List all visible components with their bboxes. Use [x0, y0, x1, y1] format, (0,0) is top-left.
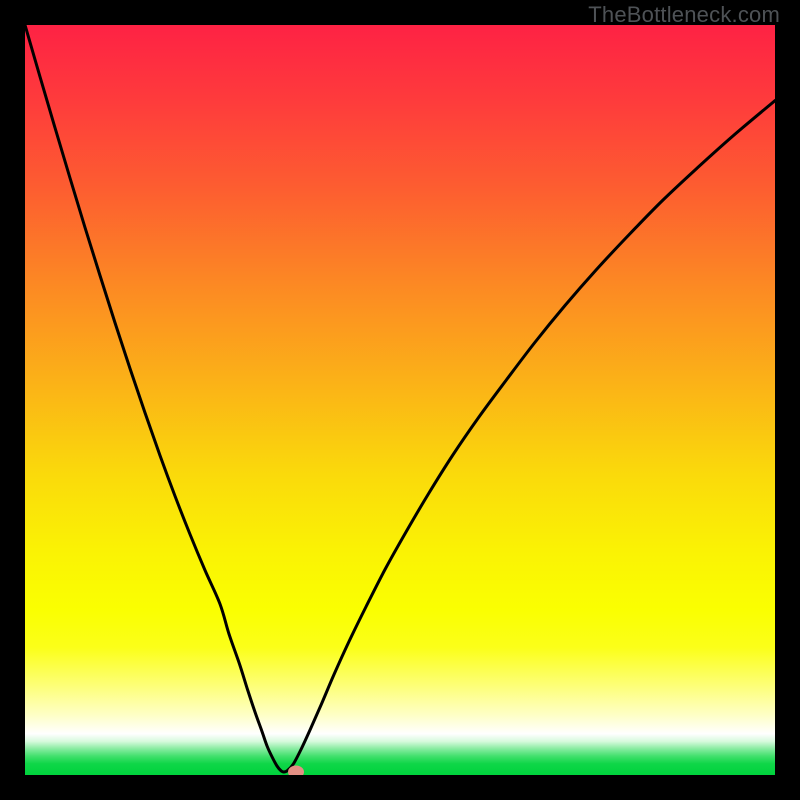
optimum-marker — [288, 766, 304, 776]
curve-layer — [25, 25, 775, 775]
watermark-text: TheBottleneck.com — [588, 2, 780, 28]
bottleneck-curve — [25, 25, 775, 772]
chart-frame: TheBottleneck.com — [0, 0, 800, 800]
plot-area — [25, 25, 775, 775]
